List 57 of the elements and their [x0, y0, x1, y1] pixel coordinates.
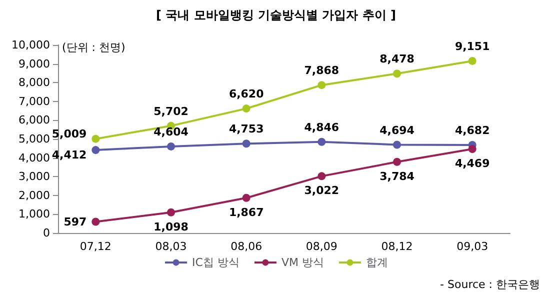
y-tick-label: 3,000: [18, 170, 50, 184]
y-tick-label: 1,000: [18, 208, 50, 221]
data-label: 6,620: [228, 88, 264, 101]
data-label: 1,867: [228, 206, 264, 219]
data-label: 8,478: [380, 52, 414, 66]
x-tick-label: 07,12: [80, 240, 112, 253]
point: [468, 144, 476, 153]
point: [468, 56, 476, 65]
point: [393, 70, 401, 78]
data-label: 597: [64, 215, 87, 228]
y-tick-label: 2,000: [18, 188, 50, 202]
x-tick-label: 08,06: [230, 240, 262, 253]
point: [242, 140, 250, 148]
y-tick-label: 8,000: [18, 76, 50, 90]
data-label: 4,412: [52, 148, 87, 162]
y-tick-label: 5,000: [18, 132, 50, 146]
data-label: 4,469: [454, 156, 490, 170]
data-label: 9,151: [454, 40, 490, 53]
point: [318, 172, 326, 180]
data-label: 4,753: [228, 122, 264, 136]
y-tick-label: 6,000: [18, 114, 50, 127]
y-tick-label: 10,000: [12, 38, 50, 52]
data-label: 4,682: [454, 124, 490, 137]
x-tick-label: 09,03: [456, 240, 488, 253]
data-label: 1,098: [154, 220, 188, 234]
data-label: 3,022: [304, 184, 340, 198]
y-tick-label: 4,000: [18, 151, 50, 164]
annotation: (단위 : 천명): [62, 41, 126, 54]
chart-title: [ 국내 모바일뱅킹 기술방식별 가입자 추이 ]: [156, 8, 396, 22]
data-label: 5,009: [52, 127, 87, 140]
y-tick-label: 0: [43, 226, 50, 240]
legend-label: VM 방식: [281, 256, 324, 269]
point: [393, 140, 401, 149]
data-label: 7,868: [304, 64, 340, 78]
legend-label: IC칩 방식: [192, 256, 240, 269]
data-label: 4,694: [380, 124, 415, 137]
point: [92, 134, 100, 143]
data-label: 5,702: [154, 104, 188, 118]
data-label: 3,784: [380, 170, 415, 183]
point: [167, 208, 175, 216]
point: [318, 138, 326, 146]
text: - Source : 한국은행: [440, 278, 540, 291]
x-tick-label: 08,09: [306, 240, 338, 253]
point: [242, 104, 250, 113]
point: [167, 142, 175, 150]
x-tick-label: 08,03: [155, 240, 187, 253]
y-tick-label: 7,000: [18, 94, 50, 108]
y-tick-label: 9,000: [18, 57, 50, 70]
point: [92, 146, 100, 154]
point: [242, 194, 250, 202]
x-tick-label: 08,12: [381, 240, 413, 253]
point: [92, 218, 100, 226]
point: [318, 81, 326, 90]
point: [393, 158, 401, 166]
legend-label: 합계: [366, 256, 388, 269]
data-label: 4,604: [154, 125, 189, 138]
data-label: 4,846: [304, 120, 340, 134]
